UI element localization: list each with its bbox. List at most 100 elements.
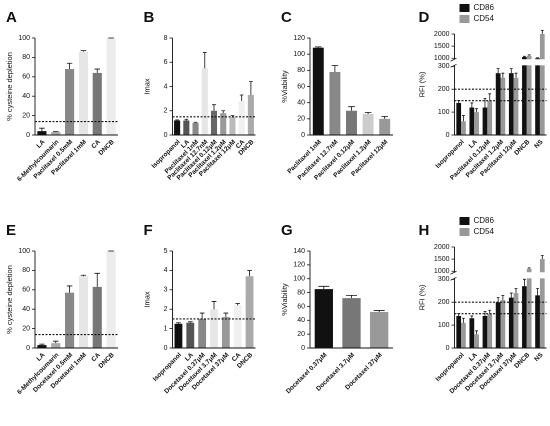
legend-swatch — [459, 4, 470, 12]
bar — [539, 34, 545, 135]
y-tick-label: 4 — [164, 83, 168, 90]
bar — [312, 47, 324, 136]
x-tick-label: LA — [184, 351, 195, 362]
y-tick-label: 140 — [293, 248, 305, 255]
y-tick-label: 2 — [164, 108, 168, 115]
y-tick-label: 100 — [18, 248, 30, 255]
y-tick-label: 2000 — [434, 244, 450, 251]
error-bar — [187, 321, 193, 323]
x-tick-label: NS — [533, 138, 545, 150]
error-bar — [315, 46, 322, 48]
bar — [329, 71, 341, 135]
bar — [210, 110, 218, 135]
bar — [247, 94, 254, 135]
bar — [526, 55, 532, 136]
y-tick-label: 100 — [293, 51, 305, 58]
x-tick-label: CA — [90, 138, 102, 150]
bar — [220, 113, 227, 135]
bar — [92, 72, 102, 135]
error-bar — [175, 119, 179, 121]
bar — [456, 102, 462, 135]
x-tick-label: DNCB — [97, 351, 115, 369]
bar — [379, 118, 391, 135]
error-bar — [235, 302, 241, 306]
panel-label: H — [419, 222, 430, 239]
bar — [238, 101, 245, 135]
y-tick-label: 200 — [438, 86, 450, 93]
bar — [314, 289, 333, 348]
error-bar — [184, 118, 189, 121]
error-bar — [331, 65, 339, 72]
bar — [508, 297, 514, 348]
error-bar — [470, 102, 474, 108]
y-tick-label: 80 — [297, 67, 305, 74]
error-bar — [514, 288, 518, 294]
error-bar — [523, 55, 526, 58]
error-bar — [488, 309, 492, 314]
y-axis-label: RFI (%) — [417, 284, 426, 310]
error-bar — [373, 310, 385, 312]
y-tick-label: 0 — [446, 345, 450, 352]
bar — [245, 276, 254, 348]
y-tick-label: 8 — [164, 35, 168, 42]
error-bar — [483, 310, 487, 316]
x-tick-label: DNCB — [513, 351, 531, 369]
error-bar — [462, 115, 465, 122]
error-bar — [470, 315, 474, 319]
y-tick-label: 80 — [297, 289, 305, 296]
bar — [539, 259, 545, 348]
bar — [342, 298, 361, 348]
error-bar — [509, 292, 513, 298]
bar — [482, 107, 488, 135]
y-tick-label: 40 — [22, 93, 30, 100]
bar — [469, 107, 475, 135]
error-bar — [211, 301, 217, 310]
bar — [65, 69, 75, 135]
bar — [92, 286, 102, 348]
bar — [500, 299, 506, 348]
bar — [78, 51, 88, 135]
x-tick-label: LA — [468, 138, 479, 149]
y-tick-label: 20 — [22, 112, 30, 119]
error-bar — [501, 72, 505, 78]
y-tick-label: 100 — [293, 276, 305, 283]
bar — [65, 292, 75, 348]
y-axis-label: RFI (%) — [417, 71, 426, 97]
y-tick-label: 0 — [26, 345, 30, 352]
y-tick-label: 2 — [164, 306, 168, 313]
bar — [474, 334, 479, 348]
y-tick-label: 1 — [164, 325, 168, 332]
bar — [522, 57, 527, 135]
x-tick-label: LA — [468, 351, 479, 362]
legend-swatch — [459, 15, 470, 23]
bar — [78, 276, 88, 348]
y-tick-label: 0 — [26, 132, 30, 139]
panel-label: A — [6, 9, 17, 26]
y-tick-label: 80 — [22, 54, 30, 61]
error-bar — [364, 111, 372, 114]
error-bar — [318, 285, 330, 290]
bar — [461, 121, 466, 135]
legend-swatch — [459, 217, 470, 225]
y-tick-label: 0 — [301, 345, 305, 352]
x-tick-label: LA — [35, 138, 46, 149]
error-bar — [527, 54, 531, 56]
bar — [186, 322, 195, 348]
y-tick-label: 40 — [297, 100, 305, 107]
x-tick-label: DNCB — [513, 138, 531, 156]
panel-label: G — [281, 222, 293, 239]
y-tick-label: 60 — [297, 303, 305, 310]
error-bar — [501, 294, 505, 300]
error-bar — [94, 272, 100, 287]
y-tick-label: 60 — [22, 74, 30, 81]
x-tick-label: DNCB — [97, 138, 115, 156]
y-tick-label: 200 — [438, 299, 450, 306]
bar — [508, 73, 514, 135]
error-bar — [223, 312, 229, 317]
bar — [51, 132, 61, 135]
legend-swatch — [459, 228, 470, 236]
error-bar — [39, 343, 45, 346]
error-bar — [496, 297, 500, 303]
bar — [106, 38, 116, 135]
